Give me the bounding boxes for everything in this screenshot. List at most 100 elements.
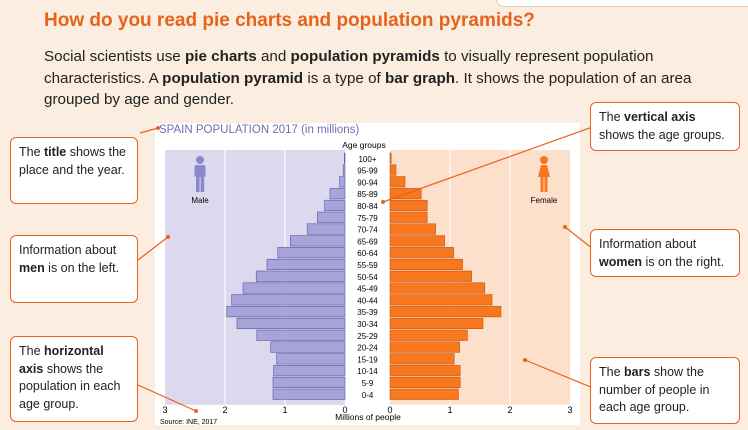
text-run: shows the place and the year.	[19, 145, 127, 177]
callout-title: The title shows the place and the year.	[10, 137, 138, 204]
male-bar-0-4	[272, 388, 346, 400]
male-bar-70-74	[306, 223, 346, 235]
text-run: The	[19, 344, 45, 358]
y-axis-label: Age groups	[342, 140, 385, 150]
bold-term: horizontal axis	[19, 344, 104, 376]
male-bar-50-54	[255, 270, 346, 282]
male-bar-75-79	[317, 211, 346, 223]
dot-men	[166, 235, 170, 239]
age-label: 10-14	[357, 367, 378, 376]
top-frame-edge	[496, 0, 748, 7]
callout-vertical-axis: The vertical axis shows the age groups.	[590, 102, 740, 151]
x-tick-female: 3	[567, 405, 572, 415]
age-label: 40-44	[357, 296, 378, 305]
age-label: 65-69	[357, 237, 378, 246]
chart-title: SPAIN POPULATION 2017 (in millions)	[159, 124, 359, 136]
text-run: is on the right.	[642, 254, 725, 269]
dot-horizontal	[194, 409, 198, 413]
text-run: and	[256, 48, 291, 65]
male-figure-icon	[194, 156, 206, 192]
female-bar-50-54	[389, 270, 472, 282]
bold-term: women	[599, 254, 643, 269]
female-label: Female	[531, 196, 558, 205]
callout-bars: The bars show the number of people in ea…	[590, 357, 740, 424]
text-run: is on the left.	[44, 260, 120, 275]
female-bar-15-19	[389, 353, 455, 365]
text-run: Information about	[19, 243, 117, 257]
dot-women	[563, 225, 567, 229]
age-label: 5-9	[362, 379, 374, 388]
female-bar-65-69	[389, 235, 445, 247]
text-run: . It shows the population of an area gro…	[44, 69, 692, 109]
dot-vertical	[381, 200, 385, 204]
bold-term: pie charts	[184, 48, 257, 65]
intro-paragraph: Social scientists use pie charts and pop…	[44, 46, 734, 111]
x-tick-female: 1	[447, 405, 452, 415]
age-label: 95-99	[357, 167, 378, 176]
age-label: 35-39	[357, 308, 378, 317]
male-bar-10-14	[273, 365, 346, 377]
female-bar-40-44	[389, 294, 493, 306]
male-bar-25-29	[256, 329, 346, 341]
dot-title	[156, 126, 160, 130]
bold-term: title	[44, 145, 67, 159]
female-bar-5-9	[389, 376, 461, 389]
bold-term: vertical axis	[624, 110, 696, 124]
male-label: Male	[191, 196, 209, 205]
callout-horizontal-axis: The horizontal axis shows the population…	[10, 336, 138, 422]
male-bar-40-44	[231, 294, 346, 306]
age-label: 45-49	[357, 285, 378, 294]
male-bar-65-69	[290, 235, 346, 247]
x-tick-female: 2	[507, 405, 512, 415]
x-tick-male: 1	[282, 405, 287, 415]
text-run: The	[599, 110, 625, 124]
leader-title	[139, 127, 159, 134]
male-bar-20-24	[270, 341, 346, 353]
text-run: shows the population in each age group.	[19, 361, 121, 411]
x-tick-male: 2	[222, 405, 227, 415]
male-bar-85-89	[329, 188, 346, 200]
callout-men: Information about men is on the left.	[10, 235, 138, 303]
age-label: 80-84	[357, 202, 378, 211]
bold-term: population pyramid	[162, 69, 304, 87]
female-bar-0-4	[389, 388, 459, 400]
female-bar-10-14	[389, 365, 461, 377]
page-heading: How do you read pie charts and populatio…	[44, 10, 535, 31]
leader-horizontal	[137, 384, 197, 412]
male-bar-60-64	[277, 247, 346, 259]
male-bar-95-99	[342, 164, 346, 176]
callout-women: Information about women is on the right.	[590, 229, 740, 277]
bold-term: men	[19, 260, 45, 275]
dot-bars	[523, 358, 527, 362]
text-run: show the number of people in each age gr…	[599, 365, 710, 414]
age-label: 55-59	[357, 261, 378, 270]
age-label: 60-64	[357, 249, 378, 258]
female-bar-45-49	[389, 282, 486, 294]
male-bar-30-34	[236, 317, 346, 330]
text-run: The	[19, 145, 45, 159]
male-bar-15-19	[276, 353, 346, 365]
bold-term: bar graph	[384, 69, 456, 87]
female-bar-20-24	[389, 341, 460, 353]
age-label: 30-34	[357, 320, 378, 329]
female-bar-80-84	[389, 199, 428, 211]
female-bar-90-94	[389, 176, 406, 188]
female-bar-55-59	[389, 258, 463, 271]
bold-term: population pyramids	[290, 48, 440, 65]
text-run: is a type of	[303, 69, 385, 87]
x-tick-labels: 0 0 1 1 2 2 3 3	[162, 405, 572, 415]
female-bar-35-39	[389, 306, 502, 318]
male-bar-55-59	[266, 258, 346, 271]
age-label: 75-79	[357, 214, 378, 223]
text-run: Social scientists use	[44, 48, 185, 65]
x-axis-label: Millions of people	[335, 412, 401, 422]
male-bar-5-9	[272, 376, 346, 389]
x-tick-female: 0	[387, 405, 392, 415]
male-bar-80-84	[324, 199, 346, 211]
age-label: 25-29	[357, 332, 378, 341]
age-label: 85-89	[357, 190, 378, 199]
bars-group	[226, 152, 502, 400]
age-label: 20-24	[357, 344, 378, 353]
female-bar-25-29	[389, 329, 468, 341]
